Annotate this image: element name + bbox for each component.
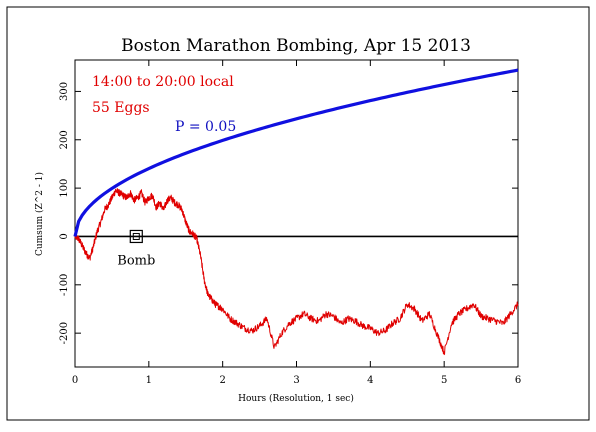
cumsum-series-line — [74, 188, 519, 356]
y-tick-label: 100 — [59, 179, 70, 198]
x-tick-label: 3 — [293, 375, 299, 386]
x-tick-label: 6 — [515, 375, 521, 386]
marker-inner-square — [132, 232, 140, 240]
axis-ticks: 0 1 2 3 4 5 6 -200 -100 0 100 200 300 — [59, 60, 521, 386]
probability-note: P = 0.05 — [175, 119, 236, 135]
marker-outer-square — [129, 229, 143, 244]
y-tick-label: 300 — [59, 82, 70, 101]
series-layer — [73, 68, 519, 356]
probability-envelope-line — [73, 68, 519, 237]
x-tick-label: 5 — [441, 375, 447, 386]
y-tick-label: 0 — [59, 233, 70, 239]
x-tick-label: 2 — [219, 375, 225, 386]
time-window-note: 14:00 to 20:00 local — [92, 74, 234, 90]
figure-border — [6, 6, 590, 421]
bomb-label: Bomb — [117, 253, 155, 268]
x-axis-label: Hours (Resolution, 1 sec) — [238, 393, 354, 404]
x-tick-label: 1 — [146, 375, 152, 386]
y-axis-label: Cumsum (Z^2 - 1) — [34, 172, 45, 256]
x-tick-label: 4 — [367, 375, 373, 386]
y-tick-label: 200 — [59, 130, 70, 149]
chart-title: Boston Marathon Bombing, Apr 15 2013 — [121, 36, 471, 56]
bomb-marker — [129, 229, 143, 244]
y-tick-label: -200 — [59, 322, 70, 344]
y-tick-label: -100 — [59, 274, 70, 296]
x-tick-label: 0 — [72, 375, 78, 386]
eggs-note: 55 Eggs — [92, 100, 150, 116]
